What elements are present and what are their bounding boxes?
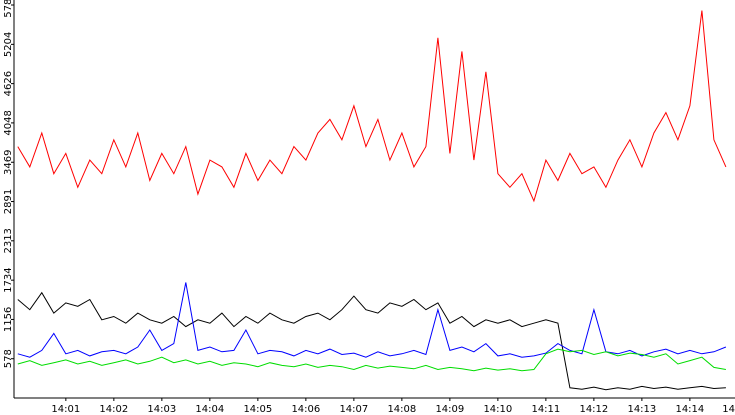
y-tick-label: 4048 — [3, 110, 14, 135]
y-tick-label: 3469 — [3, 150, 14, 175]
x-tick-label: 14:11 — [531, 404, 560, 415]
x-tick-label: 14:06 — [291, 404, 320, 415]
x-tick-label: 14:03 — [147, 404, 176, 415]
y-tick-label: 5783 — [3, 0, 14, 18]
x-tick-label: 14:01 — [51, 404, 80, 415]
y-tick-label: 2891 — [3, 189, 14, 214]
y-tick-label: 2313 — [3, 228, 14, 253]
x-tick-label: 14:10 — [483, 404, 512, 415]
x-tick-label: 14 — [722, 404, 735, 415]
x-tick-label: 14:05 — [243, 404, 272, 415]
y-tick-label: 1156 — [3, 307, 14, 332]
x-tick-label: 14:13 — [627, 404, 656, 415]
x-tick-label: 14:12 — [579, 404, 608, 415]
x-tick-label: 14:07 — [339, 404, 368, 415]
series-line — [17, 10, 727, 203]
x-tick-label: 14:08 — [387, 404, 416, 415]
x-tick-label: 14:02 — [99, 404, 128, 415]
x-tick-label: 14:09 — [435, 404, 464, 415]
y-tick-label: 4626 — [3, 71, 14, 96]
series-line — [17, 348, 726, 372]
x-tick-label: 14:14 — [675, 404, 704, 415]
y-tick-label: 578 — [3, 349, 14, 368]
series-line — [17, 291, 726, 391]
y-tick-label: 1734 — [3, 267, 14, 292]
y-tick-label: 5204 — [3, 32, 14, 57]
x-tick-label: 14:04 — [195, 404, 224, 415]
